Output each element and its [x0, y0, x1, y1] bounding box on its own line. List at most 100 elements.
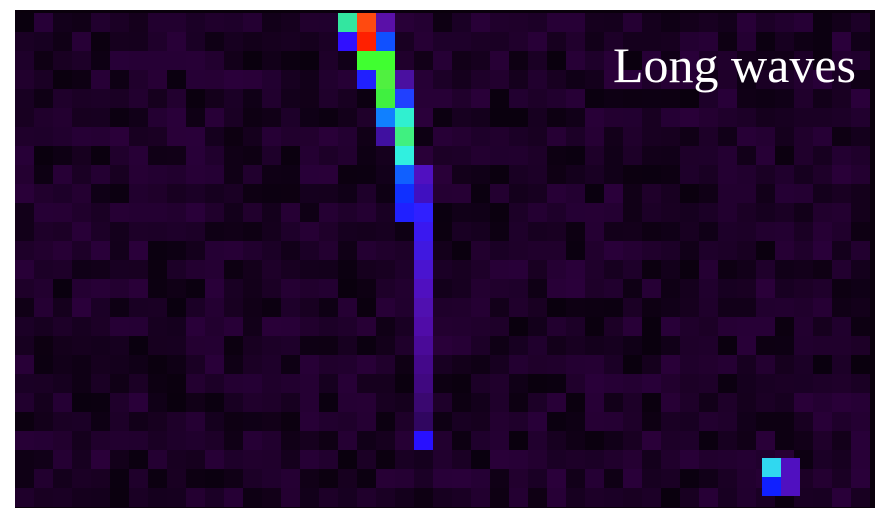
background-cell [300, 412, 319, 431]
background-cell [547, 469, 566, 488]
background-cell [528, 317, 547, 336]
background-cell [110, 146, 129, 165]
background-cell [338, 89, 357, 108]
background-cell [148, 203, 167, 222]
background-cell [34, 374, 53, 393]
background-cell [300, 355, 319, 374]
background-cell [490, 165, 509, 184]
background-cell [357, 355, 376, 374]
background-cell [186, 89, 205, 108]
background-cell [547, 450, 566, 469]
background-cell [642, 336, 661, 355]
background-cell [718, 127, 737, 146]
background-cell [110, 431, 129, 450]
background-cell [167, 241, 186, 260]
background-cell [224, 51, 243, 70]
background-cell [414, 146, 433, 165]
background-cell [547, 165, 566, 184]
background-cell [243, 165, 262, 184]
background-cell [300, 260, 319, 279]
background-cell [53, 241, 72, 260]
background-cell [129, 431, 148, 450]
background-cell [851, 70, 870, 89]
background-cell [756, 51, 775, 70]
background-cell [110, 279, 129, 298]
background-cell [262, 374, 281, 393]
background-cell [167, 317, 186, 336]
background-cell [167, 127, 186, 146]
background-cell [243, 89, 262, 108]
background-cell [585, 488, 604, 507]
background-cell [243, 469, 262, 488]
background-cell [566, 469, 585, 488]
background-cell [376, 412, 395, 431]
background-cell [509, 336, 528, 355]
background-cell [395, 412, 414, 431]
background-cell [490, 32, 509, 51]
background-cell [53, 412, 72, 431]
background-cell [34, 431, 53, 450]
background-cell [661, 108, 680, 127]
background-cell [718, 146, 737, 165]
background-cell [433, 260, 452, 279]
background-cell [205, 431, 224, 450]
background-cell [509, 260, 528, 279]
background-cell [585, 260, 604, 279]
background-cell [585, 241, 604, 260]
background-cell [281, 412, 300, 431]
trace-cell [338, 13, 357, 32]
background-cell [376, 450, 395, 469]
background-cell [604, 32, 623, 51]
background-cell [623, 51, 642, 70]
background-cell [300, 241, 319, 260]
background-cell [756, 355, 775, 374]
background-cell [167, 222, 186, 241]
background-cell [414, 450, 433, 469]
background-cell [509, 469, 528, 488]
background-cell [91, 374, 110, 393]
background-cell [110, 393, 129, 412]
background-cell [243, 260, 262, 279]
background-cell [167, 469, 186, 488]
trace-cell [376, 89, 395, 108]
background-cell [281, 222, 300, 241]
background-cell [813, 355, 832, 374]
background-cell [186, 374, 205, 393]
background-cell [167, 374, 186, 393]
background-cell [699, 165, 718, 184]
background-cell [680, 51, 699, 70]
background-cell [262, 241, 281, 260]
background-cell [167, 393, 186, 412]
background-cell [661, 488, 680, 507]
background-cell [832, 165, 851, 184]
background-cell [756, 146, 775, 165]
background-cell [243, 13, 262, 32]
background-cell [756, 184, 775, 203]
background-cell [737, 393, 756, 412]
background-cell [794, 336, 813, 355]
background-cell [281, 184, 300, 203]
background-cell [205, 165, 224, 184]
background-cell [53, 184, 72, 203]
background-cell [243, 241, 262, 260]
background-cell [756, 13, 775, 32]
background-cell [775, 355, 794, 374]
background-cell [224, 260, 243, 279]
background-cell [642, 70, 661, 89]
background-cell [832, 70, 851, 89]
background-cell [167, 89, 186, 108]
background-cell [813, 336, 832, 355]
background-cell [15, 203, 34, 222]
background-cell [376, 336, 395, 355]
background-cell [471, 51, 490, 70]
background-cell [262, 488, 281, 507]
background-cell [148, 184, 167, 203]
spot-cell [762, 458, 781, 477]
background-cell [167, 412, 186, 431]
background-cell [110, 260, 129, 279]
background-cell [414, 488, 433, 507]
background-cell [813, 127, 832, 146]
background-cell [395, 336, 414, 355]
background-cell [680, 298, 699, 317]
background-cell [129, 32, 148, 51]
